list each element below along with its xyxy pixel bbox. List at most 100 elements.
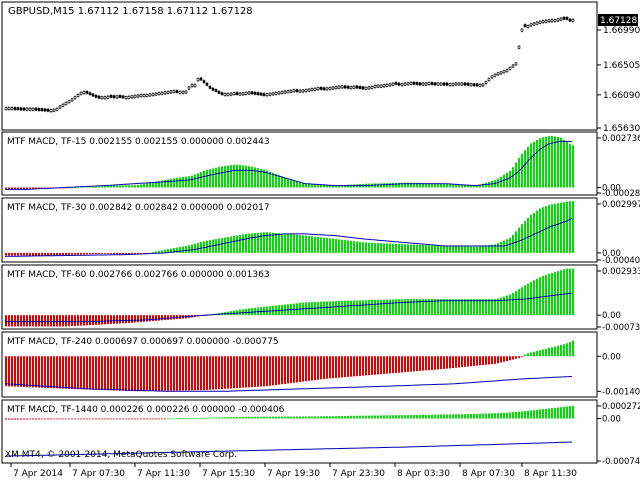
histogram-bar [521, 411, 523, 419]
candle-body [532, 22, 536, 26]
histogram-bar [8, 418, 10, 420]
histogram-bar [188, 176, 190, 188]
histogram-bar [383, 356, 385, 374]
histogram-bar [500, 241, 502, 253]
histogram-bar [245, 416, 247, 419]
histogram-bar [104, 356, 106, 391]
histogram-bar [410, 244, 412, 253]
histogram-bar [206, 169, 208, 188]
histogram-bar [569, 268, 571, 316]
price-axis: 1.66990 1.66505 1.66090 1.65630 [597, 26, 640, 134]
candle-body [316, 87, 320, 91]
histogram-bar [290, 416, 292, 419]
candle-body [151, 93, 155, 96]
histogram-bar [503, 412, 505, 419]
candle-body [259, 92, 263, 96]
histogram-bar [92, 315, 94, 325]
histogram-bar [101, 315, 103, 325]
histogram-bar [200, 417, 202, 419]
histogram-bar [71, 187, 73, 189]
histogram-bar [572, 340, 574, 357]
indicator-axis-label: 0.00 [602, 249, 621, 259]
histogram-bar [386, 299, 388, 316]
histogram-bar [263, 169, 265, 188]
histogram-bar [509, 412, 511, 419]
signal-line [5, 140, 573, 190]
histogram-bar [125, 252, 127, 255]
histogram-bar [173, 178, 175, 188]
histogram-bar [269, 356, 271, 386]
histogram-bar [389, 243, 391, 253]
histogram-bar [176, 247, 178, 253]
histogram-bar [530, 352, 532, 357]
histogram-bar [155, 418, 157, 420]
candle-body [40, 108, 44, 111]
candle-body [463, 82, 467, 86]
histogram-bar [566, 406, 568, 419]
indicator-pane-tf60[interactable]: MTF MACD, TF-60 0.002766 0.002766 0.0000… [1, 264, 640, 333]
histogram-bar [533, 351, 535, 357]
candle-body [397, 82, 401, 86]
indicator-pane-tf1440[interactable]: MTF MACD, TF-1440 0.000226 0.000226 0.00… [1, 399, 640, 467]
histogram-bar [476, 356, 478, 366]
histogram-bar [446, 414, 448, 419]
histogram-bar [500, 356, 502, 363]
histogram-bar [365, 242, 367, 253]
candle-body [460, 82, 464, 86]
indicator-pane-tf30[interactable]: MTF MACD, TF-30 0.002842 0.002842 0.0000… [1, 197, 640, 266]
histogram-bar [506, 356, 508, 361]
histogram-bar [536, 278, 538, 316]
histogram-bar [335, 356, 337, 378]
indicator-pane-tf15[interactable]: MTF MACD, TF-15 0.002155 0.002155 0.0000… [1, 131, 640, 199]
indicator-panes[interactable]: MTF MACD, TF-15 0.002155 0.002155 0.0000… [1, 131, 640, 467]
histogram-bar [446, 299, 448, 316]
candle-body [295, 89, 299, 92]
histogram-bar [329, 238, 331, 253]
histogram-bar [395, 415, 397, 419]
candle-body [70, 98, 74, 102]
macd-histogram [5, 135, 574, 190]
histogram-bar [242, 416, 244, 419]
histogram-bar [335, 416, 337, 419]
candle-body [46, 108, 50, 112]
histogram-bar [227, 236, 229, 253]
histogram-bar [263, 416, 265, 419]
histogram-bar [314, 356, 316, 381]
candle-body [223, 93, 227, 96]
histogram-bar [389, 299, 391, 316]
candle-body [205, 83, 209, 86]
histogram-bar [467, 185, 469, 188]
histogram-bar [350, 356, 352, 377]
histogram-bar [41, 418, 43, 420]
histogram-bar [140, 184, 142, 188]
histogram-bar [482, 245, 484, 253]
histogram-bar [497, 243, 499, 253]
histogram-bar [254, 233, 256, 253]
candle-body [454, 82, 458, 86]
histogram-bar [167, 315, 169, 320]
histogram-bar [518, 227, 520, 253]
histogram-bar [101, 418, 103, 420]
histogram-bar [548, 273, 550, 316]
histogram-bar [29, 418, 31, 420]
histogram-bar [197, 173, 199, 188]
price-pane[interactable]: GBPUSD,M15 1.67112 1.67158 1.67112 1.671… [1, 1, 640, 134]
histogram-bar [17, 315, 19, 327]
histogram-bar [311, 184, 313, 188]
histogram-bar [338, 239, 340, 253]
indicator-axis-label: 0.002933 [602, 267, 640, 277]
histogram-bar [518, 411, 520, 419]
histogram-bar [92, 356, 94, 390]
histogram-bar [419, 356, 421, 371]
candle-body [85, 91, 89, 94]
indicator-pane-tf240[interactable]: MTF MACD, TF-240 0.000697 0.000697 0.000… [1, 331, 640, 398]
histogram-bar [488, 245, 490, 253]
histogram-bar [566, 343, 568, 357]
histogram-bar [458, 184, 460, 188]
histogram-bar [572, 268, 574, 316]
candle-body [184, 90, 188, 94]
histogram-bar [353, 415, 355, 419]
histogram-bar [116, 252, 118, 255]
